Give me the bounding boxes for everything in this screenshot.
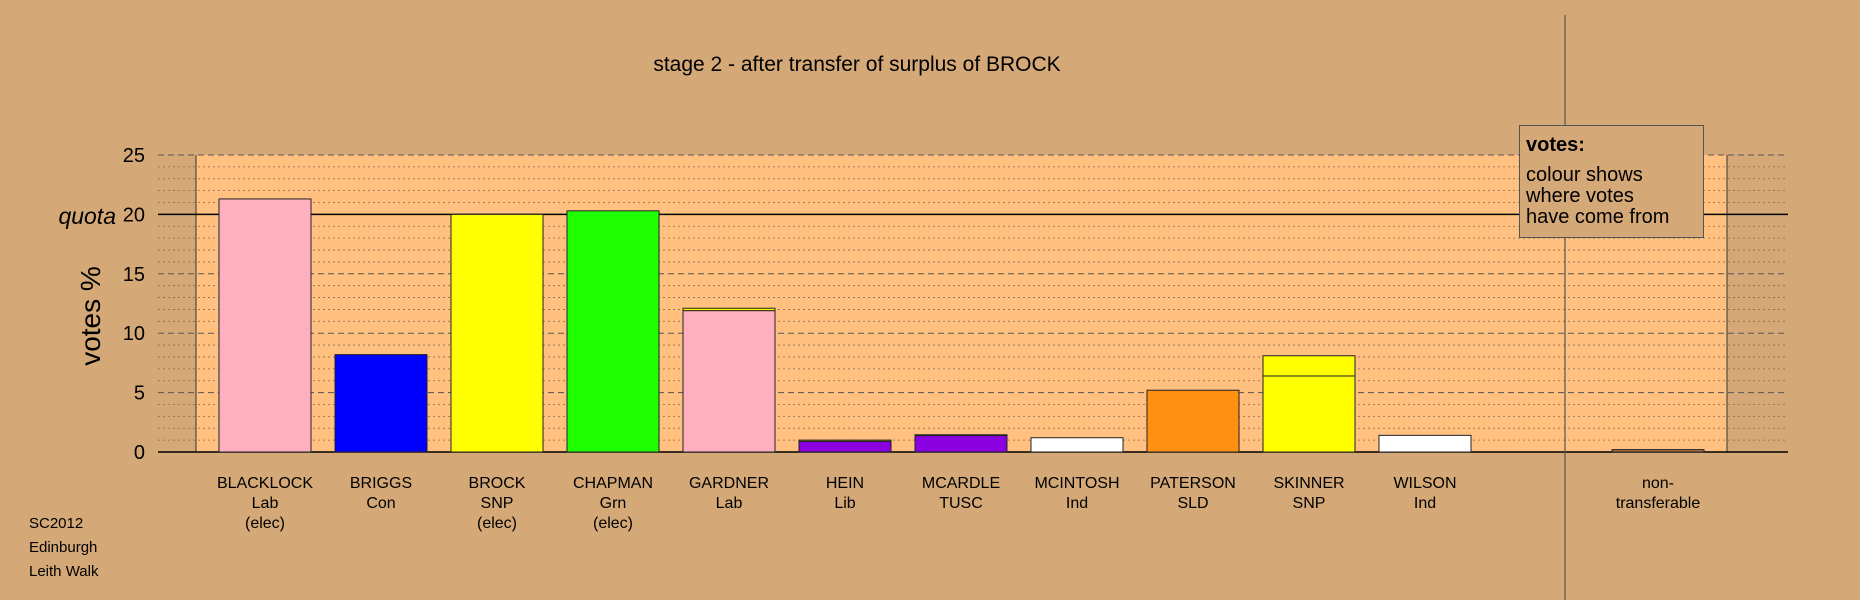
bar-gardner-segment-0 (682, 310, 776, 453)
bar-chapman-label-2: (elec) (593, 515, 633, 532)
bar-wilson-segment-0 (1378, 434, 1472, 453)
bar-hein-label-0: HEIN (826, 475, 864, 492)
bar-briggs-label-0: BRIGGS (350, 475, 412, 492)
bar-briggs-segment-0 (334, 354, 428, 453)
bar-mcardle-segment-0 (914, 434, 1008, 453)
bar-chapman-label-0: CHAPMAN (573, 475, 653, 492)
gridlines (158, 15, 1788, 600)
legend-line-1: colour shows (1526, 164, 1643, 186)
bar-blacklock-label-1: Lab (252, 495, 279, 512)
bar-gardner-label-0: GARDNER (689, 475, 769, 492)
bar-blacklock-label-0: BLACKLOCK (217, 475, 313, 492)
x-axis-labels: BLACKLOCK Lab (elec) BRIGGS Con BROCK SNP (elec… (217, 475, 1700, 532)
bar-skinner-segment-1 (1262, 355, 1356, 377)
y-tick-label: 5 (134, 383, 145, 405)
bar-chapman-segment-0 (566, 210, 660, 453)
bar-blacklock-label-2: (elec) (245, 515, 285, 532)
nontransferable-label-0: non- (1642, 475, 1674, 492)
bar-paterson-label-0: PATERSON (1150, 475, 1236, 492)
quota-label: quota (58, 203, 116, 229)
bar-hein-segment-1 (798, 439, 892, 442)
y-tick-label: 15 (123, 264, 145, 286)
bar-skinner-label-0: SKINNER (1273, 475, 1344, 492)
y-tick-label: 25 (123, 145, 145, 167)
legend-title: votes: (1526, 134, 1585, 156)
bar-skinner-label-1: SNP (1293, 495, 1326, 512)
bar-brock-label-1: SNP (481, 495, 514, 512)
bar-mcardle-label-0: MCARDLE (922, 475, 1000, 492)
bar-paterson-segment-0 (1146, 389, 1240, 453)
y-axis-label: votes % (75, 266, 106, 366)
bar-mcintosh-label-0: MCINTOSH (1034, 475, 1119, 492)
nontransferable-label-1: transferable (1616, 495, 1701, 512)
bar-skinner-segment-0 (1262, 375, 1356, 453)
footnote-line-1: SC2012 (29, 515, 84, 532)
chart-title: stage 2 - after transfer of surplus of B… (653, 53, 1060, 76)
bar-mcardle-segment-1 (914, 434, 1008, 437)
bar-hein-label-1: Lib (834, 495, 855, 512)
bar-brock-label-0: BROCK (469, 475, 526, 492)
footnote-line-2: Edinburgh (29, 539, 98, 556)
bar-wilson-label-0: WILSON (1393, 475, 1456, 492)
y-tick-label: 20 (123, 204, 145, 226)
bars (218, 198, 1705, 453)
y-tick-label: 10 (123, 323, 145, 345)
legend: votes: colour shows where votes have com… (1519, 125, 1704, 238)
bar-paterson-label-1: SLD (1177, 495, 1208, 512)
bar-wilson-label-1: Ind (1414, 495, 1436, 512)
bar-briggs-label-1: Con (366, 495, 395, 512)
legend-line-3: have come from (1526, 206, 1670, 228)
bar-gardner-segment-1 (682, 307, 776, 312)
bar-mcintosh-label-1: Ind (1066, 495, 1088, 512)
bar-nontransferable (1611, 449, 1705, 453)
bar-chapman-label-1: Grn (600, 495, 627, 512)
bar-blacklock-segment-0 (218, 198, 312, 453)
y-axis: 0 5 10 15 25 20 (123, 145, 145, 464)
bar-mcardle-label-1: TUSC (939, 495, 983, 512)
legend-line-2: where votes (1526, 185, 1634, 207)
bar-brock-segment-0 (450, 213, 544, 453)
bar-mcintosh-segment-0 (1030, 437, 1124, 453)
bar-hein-segment-0 (798, 440, 892, 453)
bar-brock-label-2: (elec) (477, 515, 517, 532)
bar-gardner-label-1: Lab (716, 495, 743, 512)
footnote-line-3: Leith Walk (29, 563, 99, 580)
y-tick-label: 0 (134, 442, 145, 464)
